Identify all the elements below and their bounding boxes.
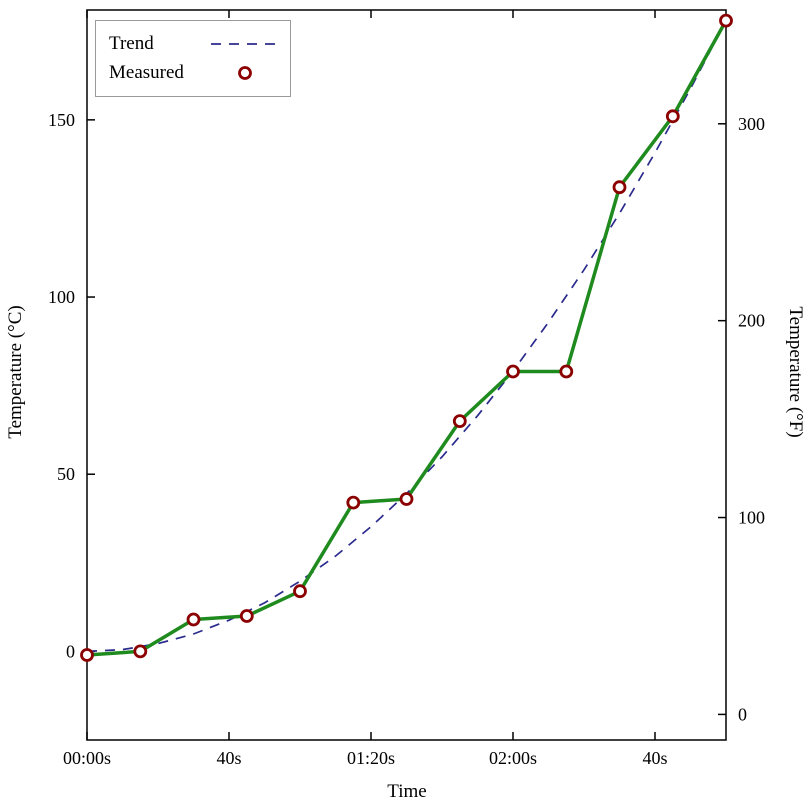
measured-marker (506, 364, 520, 379)
y-axis-label-right: Temperature (°F) (785, 306, 806, 438)
axis-frame (86, 9, 727, 741)
y-tick-label-left: 50 (57, 464, 75, 484)
x-tick-label: 40s (642, 748, 667, 768)
measured-marker (612, 180, 627, 195)
y-axis-label-left: Temperature (°C) (5, 305, 26, 439)
measured-marker (665, 109, 680, 124)
measured-marker (186, 612, 201, 627)
legend-marker-glyph (238, 65, 252, 80)
measured-marker (559, 364, 574, 379)
x-tick-label: 40s (216, 748, 241, 768)
x-ticks: 00:00s 40s 01:20s 02:00s 40s (63, 10, 668, 768)
x-axis-label: Time (387, 781, 427, 802)
legend-dashed-line-sample (209, 35, 281, 53)
legend-entry-label: Trend (109, 32, 154, 54)
measured-marker (133, 644, 148, 659)
x-tick-label: 01:20s (347, 748, 395, 768)
y-tick-label-left: 0 (66, 641, 75, 661)
measured-marker (293, 584, 307, 599)
legend-entry: Measured (109, 58, 281, 87)
x-tick-label: 02:00s (489, 748, 537, 768)
measured-marker (239, 609, 254, 623)
measured-marker (399, 492, 414, 506)
legend: Trend Measured (95, 20, 291, 97)
measured-marker (346, 495, 361, 510)
y-tick-label-right: 200 (738, 311, 765, 331)
y-tick-label-right: 0 (738, 704, 747, 724)
measured-marker (719, 13, 733, 28)
y-tick-label-right: 300 (738, 114, 765, 134)
y-tick-label-right: 100 (738, 508, 765, 528)
measured-markers (80, 13, 733, 662)
y-tick-label-left: 100 (48, 287, 75, 307)
y-tick-label-left: 150 (48, 110, 75, 130)
measured-marker (80, 648, 94, 662)
y-ticks-right: 0 100 200 300 (718, 114, 765, 724)
legend-entry-label: Measured (109, 61, 184, 83)
legend-marker-sample (209, 64, 281, 82)
y-ticks-left: 0 50 100 150 (48, 110, 95, 661)
trend-line (86, 20, 727, 653)
measured-line (85, 18, 728, 657)
legend-entry: Trend (109, 29, 281, 58)
x-tick-label: 00:00s (63, 748, 111, 768)
measured-marker (452, 414, 467, 429)
